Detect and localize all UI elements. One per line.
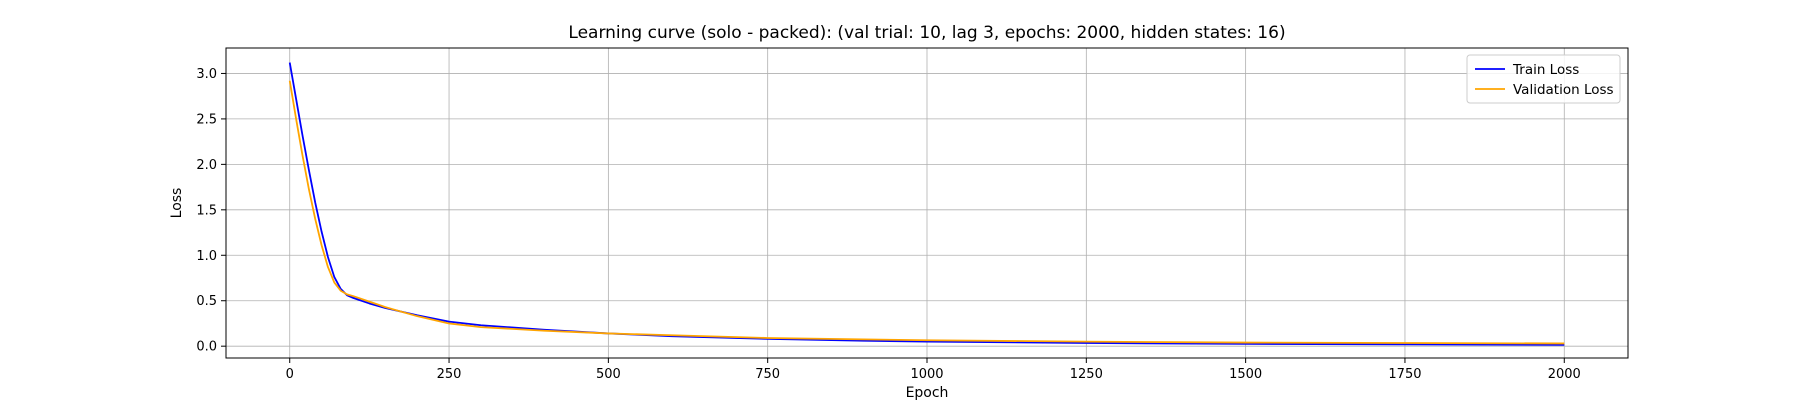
y-tick-label: 1.5	[196, 203, 217, 218]
y-tick-label: 0.5	[196, 294, 217, 309]
legend-label: Validation Loss	[1513, 82, 1614, 98]
x-tick-label: 1500	[1229, 367, 1262, 382]
series-line-validation-loss	[288, 80, 1565, 345]
x-tick-label: 0	[286, 367, 294, 382]
y-tick-label: 2.5	[196, 112, 217, 127]
series-lines	[288, 62, 1565, 346]
x-axis-title: Epoch	[906, 385, 949, 400]
x-tick-label: 2000	[1548, 367, 1581, 382]
legend: Train Loss Validation Loss	[1466, 54, 1621, 104]
y-tick-label: 0.0	[196, 340, 217, 355]
x-tick-label: 1000	[910, 367, 943, 382]
legend-box	[1466, 54, 1621, 104]
y-tick-label: 3.0	[196, 67, 217, 82]
y-tick-label: 1.0	[196, 249, 217, 264]
x-tick-label: 1750	[1388, 367, 1421, 382]
axis-ticks: 0 250 500 750 1000 1250 1500 1750 2000 0.0 0.5 1.0 1…	[196, 67, 1581, 382]
x-tick-label: 500	[596, 367, 621, 382]
x-tick-label: 750	[755, 367, 780, 382]
chart-title: Learning curve (solo - packed): (val tri…	[568, 23, 1285, 43]
y-tick-label: 2.0	[196, 158, 217, 173]
x-tick-label: 1250	[1070, 367, 1103, 382]
x-tick-label: 250	[437, 367, 462, 382]
y-axis-title: Loss	[169, 188, 185, 219]
legend-label: Train Loss	[1512, 62, 1579, 78]
